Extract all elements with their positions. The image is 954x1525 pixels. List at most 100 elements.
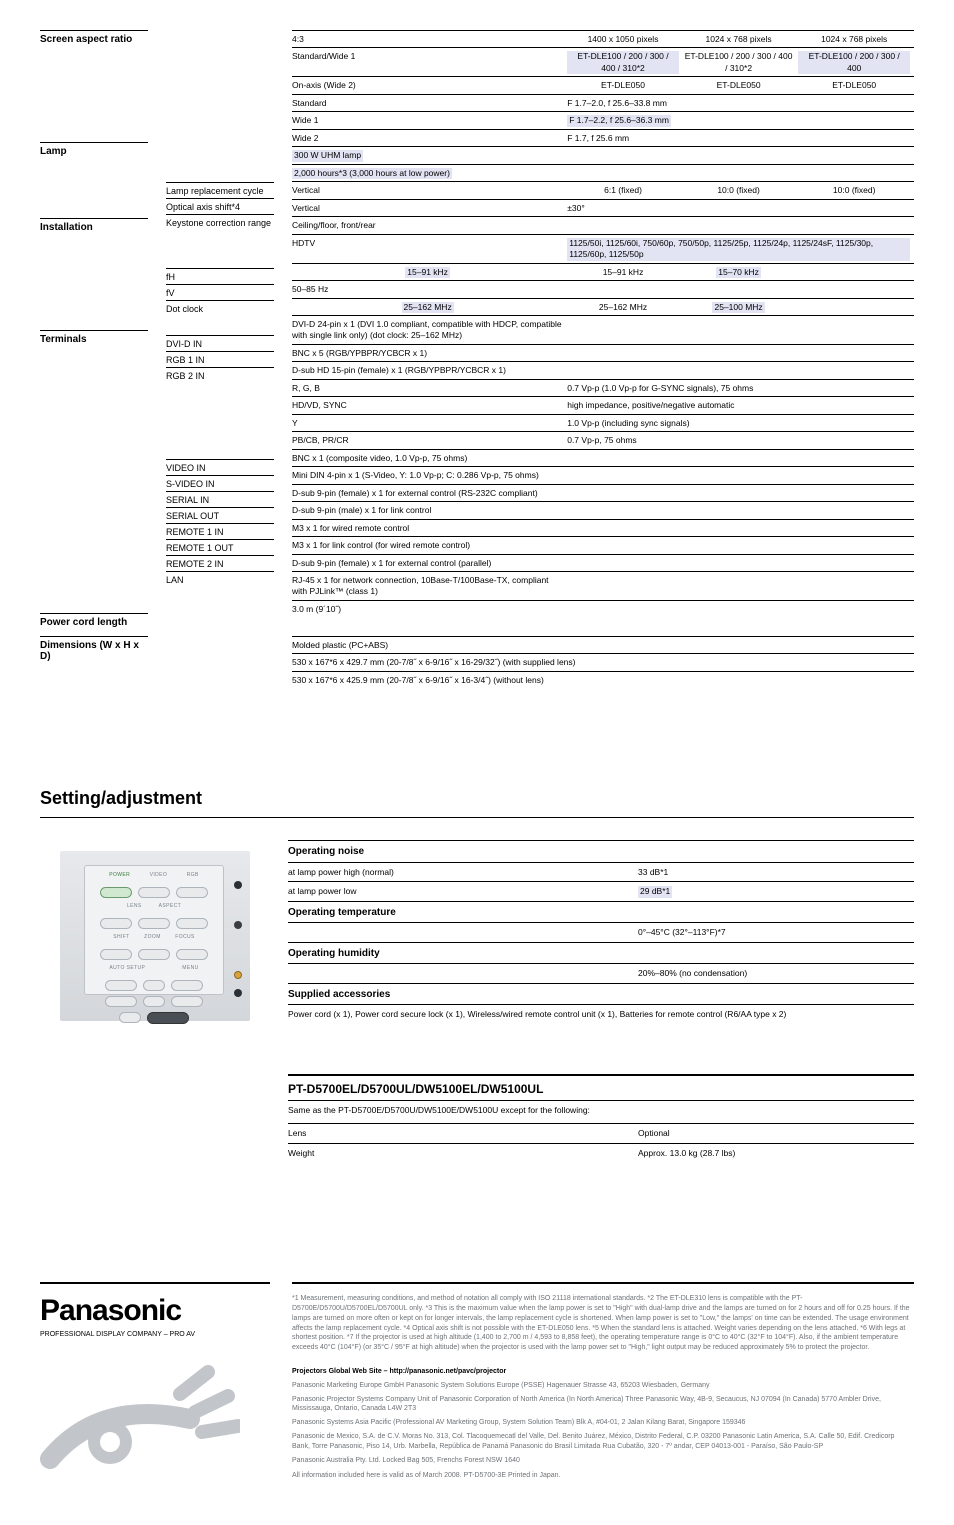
spec-group-heading bbox=[40, 254, 148, 273]
lens-button[interactable] bbox=[100, 918, 132, 929]
setting-table-box: Operating noiseat lamp power high (norma… bbox=[288, 836, 914, 1162]
spec-table-section: Screen aspect ratioLampInstallationTermi… bbox=[40, 30, 914, 632]
spec-group-heading bbox=[40, 537, 148, 556]
spec-group-heading bbox=[40, 594, 148, 613]
spec-group-heading: Terminals bbox=[40, 330, 148, 347]
spec-cell-value: 10:0 (fixed) bbox=[798, 182, 914, 199]
setting-cell-value: 0°–45°C (32°–113°F)*7 bbox=[638, 923, 914, 942]
video-label: VIDEO bbox=[150, 872, 168, 882]
spec-cell-label: M3 x 1 for wired remote control bbox=[292, 519, 567, 536]
spec-group-heading bbox=[40, 366, 148, 385]
left-button[interactable] bbox=[105, 996, 137, 1007]
spec-cell-label: Vertical bbox=[292, 182, 567, 199]
spec-cell-value: 15–70 kHz bbox=[683, 263, 799, 280]
right-button[interactable] bbox=[171, 996, 203, 1007]
autosetup-button[interactable] bbox=[105, 980, 137, 991]
spec-cell-label: D-sub HD 15-pin (female) x 1 (RGB/YPBPR/… bbox=[292, 362, 567, 379]
spec-cell-value: 15–91 kHz bbox=[292, 263, 567, 280]
spec-cell-value: ET-DLE050 bbox=[567, 77, 683, 94]
spec-group-heading bbox=[40, 273, 148, 292]
spec-cell-value: ±30° bbox=[567, 199, 914, 216]
spec-cell-label: On-axis (Wide 2) bbox=[292, 77, 567, 94]
spec-cell-value: ET-DLE100 / 200 / 300 / 400 / 310*2 bbox=[683, 48, 799, 77]
power-button[interactable] bbox=[100, 887, 132, 898]
down-button[interactable] bbox=[143, 996, 165, 1007]
enter-button[interactable] bbox=[147, 1012, 189, 1024]
spec-group-heading bbox=[40, 85, 148, 104]
spec-group-heading bbox=[40, 630, 148, 632]
spec-cell-value: 25–100 MHz bbox=[683, 298, 799, 315]
aspect-button[interactable] bbox=[138, 918, 170, 929]
spec-sub-heading bbox=[166, 230, 274, 249]
extra-weight-label: Weight bbox=[288, 1143, 638, 1162]
spec-cell-value: 1024 x 768 pixels bbox=[798, 31, 914, 48]
footer-url: http://panasonic.net/pavc/projector bbox=[390, 1368, 507, 1375]
dimensions-with-lens: 530 x 167*6 x 429.7 mm (20-7/8˝ x 6-9/16… bbox=[292, 654, 914, 671]
spec-sub-heading bbox=[166, 249, 274, 268]
spec-row: 25–162 MHz25–162 MHz25–100 MHz bbox=[292, 298, 914, 315]
setting-row: at lamp power high (normal)33 dB*1 bbox=[288, 862, 914, 881]
spec-cell-value bbox=[567, 344, 914, 361]
spec-group-heading bbox=[40, 442, 148, 461]
shift-button[interactable] bbox=[100, 949, 132, 960]
spec-group-heading bbox=[40, 159, 148, 178]
spec-row: Wide 1F 1.7–2.2, f 25.6–36.3 mm bbox=[292, 112, 914, 129]
dimensions-without-lens: 530 x 167*6 x 425.9 mm (20-7/8˝ x 6-9/16… bbox=[292, 671, 914, 688]
video-button[interactable] bbox=[138, 887, 170, 898]
btn-a3[interactable] bbox=[176, 918, 208, 929]
spec-sub-heading bbox=[166, 440, 274, 459]
setting-row: 20%–80% (no condensation) bbox=[288, 964, 914, 983]
extra-weight-value: Approx. 13.0 kg (28.7 lbs) bbox=[638, 1143, 914, 1162]
spec-group-heading bbox=[40, 480, 148, 499]
spec-cell-value bbox=[567, 449, 914, 466]
menu-button[interactable] bbox=[171, 980, 203, 991]
setting-title: Setting/adjustment bbox=[40, 788, 914, 818]
addr-na: Panasonic Projector Systems Company Unit… bbox=[292, 1395, 914, 1415]
spec-row: M3 x 1 for link control (for wired remot… bbox=[292, 537, 914, 554]
spec-cell-value: 15–91 kHz bbox=[567, 263, 683, 280]
up-button[interactable] bbox=[143, 980, 165, 991]
spec-cell-value: ET-DLE100 / 200 / 300 / 400 bbox=[798, 48, 914, 77]
spec-row: BNC x 5 (RGB/YPBPR/YCBCR x 1) bbox=[292, 344, 914, 361]
spec-sub-heading bbox=[166, 87, 274, 106]
spec-group-heading bbox=[40, 385, 148, 404]
spec-sub-heading: Optical axis shift*4 bbox=[166, 198, 274, 214]
spec-sub-heading: REMOTE 1 OUT bbox=[166, 539, 274, 555]
brand-subline: PROFESSIONAL DISPLAY COMPANY – PRO AV bbox=[40, 1331, 270, 1338]
spec-cell-value: 0.7 Vp-p (1.0 Vp-p for G-SYNC signals), … bbox=[567, 379, 914, 396]
spec-group-heading bbox=[40, 104, 148, 123]
addr-au: Panasonic Australia Pty. Ltd. Locked Bag… bbox=[292, 1456, 914, 1466]
spec-group-heading bbox=[40, 311, 148, 330]
spec-row: D-sub 9-pin (male) x 1 for link control bbox=[292, 502, 914, 519]
spec-row: 2,000 hours*3 (3,000 hours at low power) bbox=[292, 164, 914, 181]
spec-row: 15–91 kHz15–91 kHz15–70 kHz bbox=[292, 263, 914, 280]
spec-row: RJ-45 x 1 for network connection, 10Base… bbox=[292, 572, 914, 601]
setting-block-heading: Supplied accessories bbox=[288, 983, 914, 1005]
setting-cell-label bbox=[288, 923, 638, 942]
spec-cell-value: 25–162 MHz bbox=[567, 298, 683, 315]
spec-row: Vertical±30° bbox=[292, 199, 914, 216]
logo-block: Panasonic PROFESSIONAL DISPLAY COMPANY –… bbox=[40, 1282, 270, 1485]
rgb-button[interactable] bbox=[176, 887, 208, 898]
enter-sm-button[interactable] bbox=[119, 1012, 141, 1023]
brand-logo: Panasonic bbox=[40, 1282, 270, 1328]
spec-row: Vertical6:1 (fixed)10:0 (fixed)10:0 (fix… bbox=[292, 182, 914, 199]
spec-sub-heading bbox=[166, 316, 274, 335]
spec-sub-heading: DVI-D IN bbox=[166, 335, 274, 351]
spec-sub-heading: REMOTE 1 IN bbox=[166, 523, 274, 539]
spec-cell-value: 1400 x 1050 pixels bbox=[567, 31, 683, 48]
zoom-button[interactable] bbox=[138, 949, 170, 960]
spec-cell-label: Mini DIN 4-pin x 1 (S-Video, Y: 1.0 Vp-p… bbox=[292, 467, 567, 484]
spec-cell-value bbox=[567, 362, 914, 379]
spec-sub-heading: RGB 2 IN bbox=[166, 367, 274, 383]
spec-group-heading: Screen aspect ratio bbox=[40, 30, 148, 47]
spec-cell-value bbox=[567, 484, 914, 501]
spec-row: StandardF 1.7–2.0, f 25.6–33.8 mm bbox=[292, 94, 914, 111]
spec-cell-value: ET-DLE050 bbox=[683, 77, 799, 94]
spec-cell-label: Vertical bbox=[292, 199, 567, 216]
spec-group-heading bbox=[40, 499, 148, 518]
spec-group-heading bbox=[40, 66, 148, 85]
setting-cell-value: 29 dB*1 bbox=[638, 882, 914, 901]
focus-button[interactable] bbox=[176, 949, 208, 960]
address-block: Projectors Global Web Site – http://pana… bbox=[292, 1367, 914, 1481]
